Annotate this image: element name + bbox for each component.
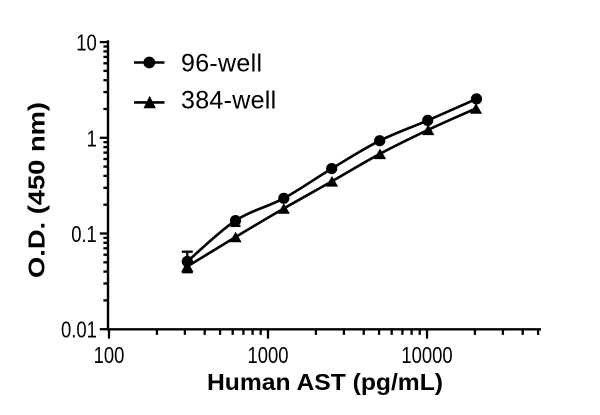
svg-text:O.D. (450 nm): O.D. (450 nm) — [24, 102, 50, 278]
svg-text:0.1: 0.1 — [71, 221, 97, 247]
svg-text:10: 10 — [76, 30, 97, 56]
svg-text:96-well: 96-well — [181, 50, 262, 78]
svg-text:10000: 10000 — [401, 342, 452, 368]
svg-text:1000: 1000 — [248, 342, 289, 368]
svg-text:Human AST (pg/mL): Human AST (pg/mL) — [207, 369, 443, 395]
svg-text:0.01: 0.01 — [61, 317, 97, 343]
svg-text:384-well: 384-well — [181, 86, 277, 114]
svg-text:1: 1 — [87, 125, 97, 151]
svg-text:100: 100 — [94, 342, 125, 368]
